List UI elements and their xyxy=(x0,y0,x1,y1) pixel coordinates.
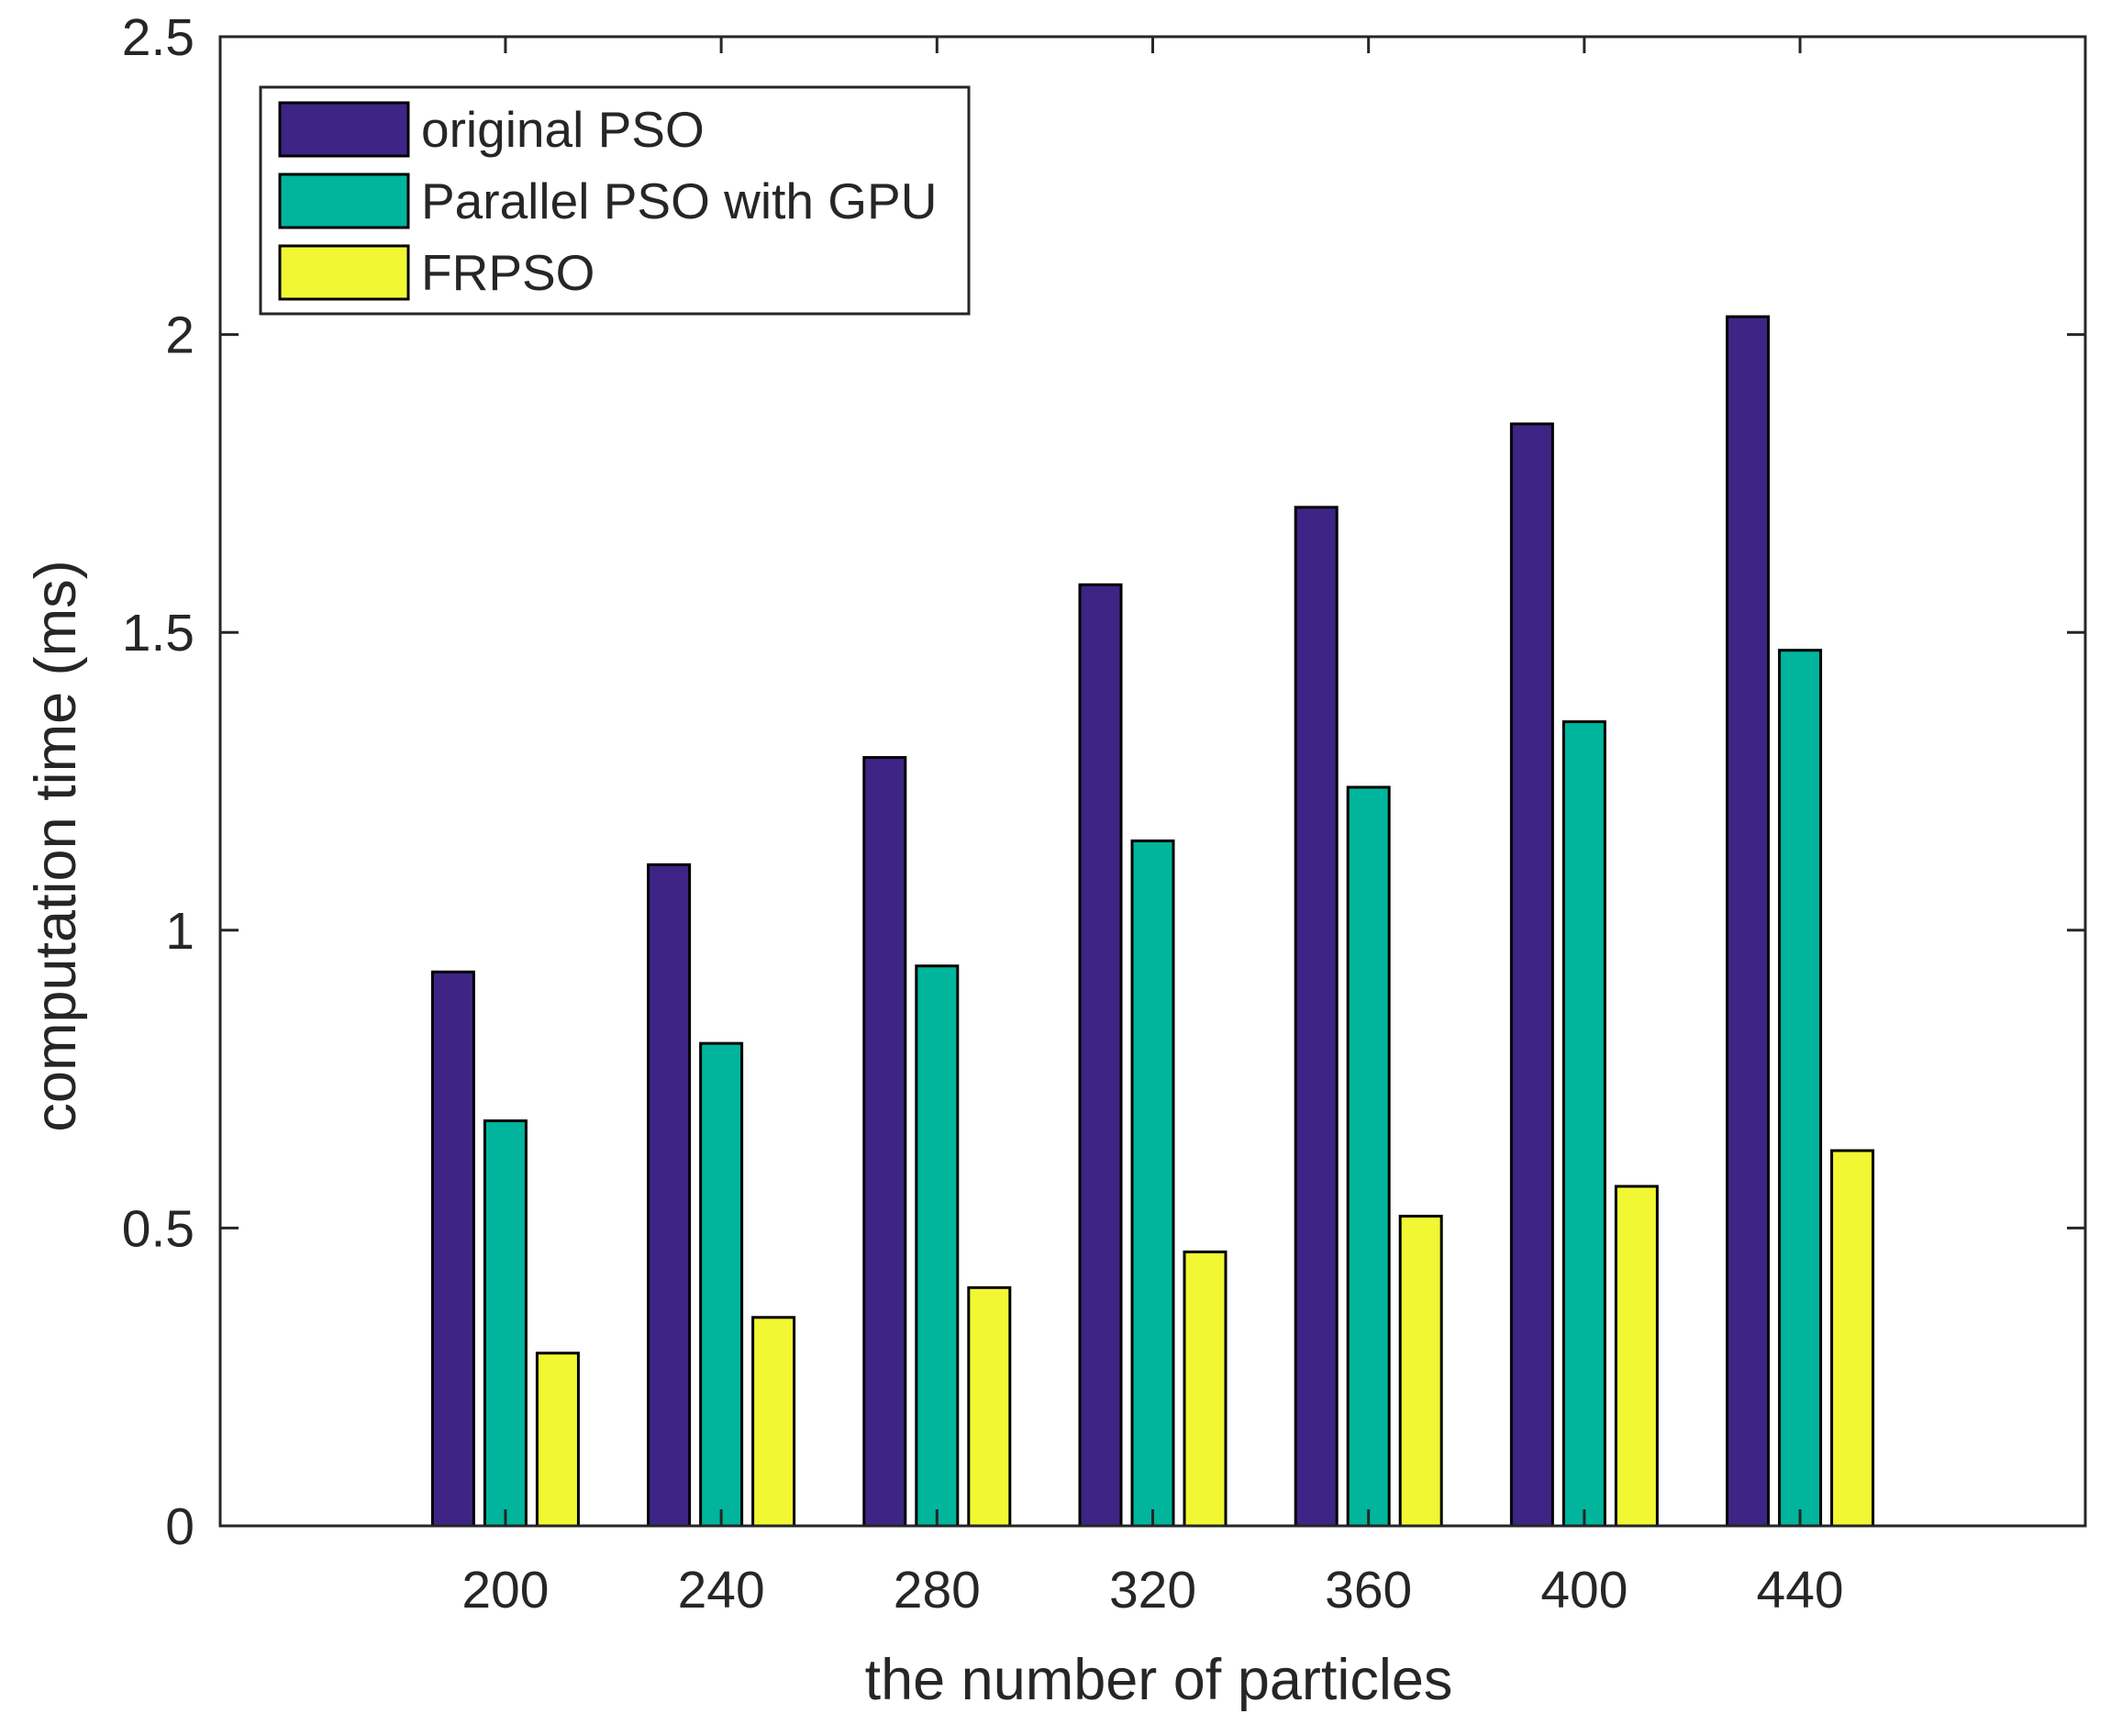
y-tick-label: 1 xyxy=(165,902,194,961)
x-tick-label: 200 xyxy=(461,1561,549,1619)
x-tick-label: 400 xyxy=(1540,1561,1628,1619)
bar-original-pso-240 xyxy=(647,862,692,1528)
legend-swatch xyxy=(278,172,410,229)
bar-frpso-440 xyxy=(1830,1149,1875,1528)
bar-frpso-320 xyxy=(1183,1250,1228,1528)
bar-original-pso-280 xyxy=(862,756,907,1528)
legend-swatch xyxy=(278,244,410,301)
bar-frpso-240 xyxy=(751,1316,796,1528)
y-tick-label: 0 xyxy=(165,1497,194,1556)
bar-original-pso-440 xyxy=(1726,315,1771,1528)
bar-original-pso-360 xyxy=(1294,506,1339,1528)
y-axis-label: computation time (ms) xyxy=(24,560,88,1131)
bar-parallel-pso-with-gpu-200 xyxy=(483,1119,528,1528)
bar-parallel-pso-with-gpu-320 xyxy=(1130,839,1175,1528)
bar-parallel-pso-with-gpu-280 xyxy=(915,964,960,1528)
x-tick-label: 320 xyxy=(1109,1561,1196,1619)
legend-swatch xyxy=(278,101,410,158)
legend-label: Parallel PSO with GPU xyxy=(421,172,937,229)
y-tick-label: 2 xyxy=(165,306,194,365)
legend-label: original PSO xyxy=(421,101,705,158)
x-tick-label: 360 xyxy=(1325,1561,1412,1619)
y-tick-label: 1.5 xyxy=(122,604,194,662)
bar-frpso-280 xyxy=(967,1285,1012,1528)
y-tick-label: 0.5 xyxy=(122,1199,194,1258)
bar-parallel-pso-with-gpu-360 xyxy=(1346,785,1391,1528)
x-axis-label: the number of particles xyxy=(865,1648,1453,1712)
bar-original-pso-400 xyxy=(1509,422,1554,1528)
x-tick-label: 440 xyxy=(1757,1561,1844,1619)
bar-parallel-pso-with-gpu-240 xyxy=(699,1041,744,1528)
bar-frpso-360 xyxy=(1398,1214,1443,1528)
plot-frame xyxy=(218,35,2087,1528)
axes: 200 240 280 320 360 400 440 0 0.5 1 1.5 2 2.5 xyxy=(122,8,2087,1619)
bar-parallel-pso-with-gpu-440 xyxy=(1778,649,1823,1528)
legend: original PSO Parallel PSO with GPU FRPSO xyxy=(259,85,971,316)
bar-frpso-200 xyxy=(535,1352,580,1528)
y-tick-label: 2.5 xyxy=(122,8,194,67)
bar-original-pso-200 xyxy=(430,970,475,1528)
legend-label: FRPSO xyxy=(421,244,594,301)
bar-frpso-400 xyxy=(1614,1185,1659,1528)
x-tick-label: 240 xyxy=(678,1561,765,1619)
bar-original-pso-320 xyxy=(1078,583,1123,1528)
bar-parallel-pso-with-gpu-400 xyxy=(1561,720,1606,1528)
x-tick-label: 280 xyxy=(894,1561,981,1619)
bar-group xyxy=(430,315,1875,1528)
